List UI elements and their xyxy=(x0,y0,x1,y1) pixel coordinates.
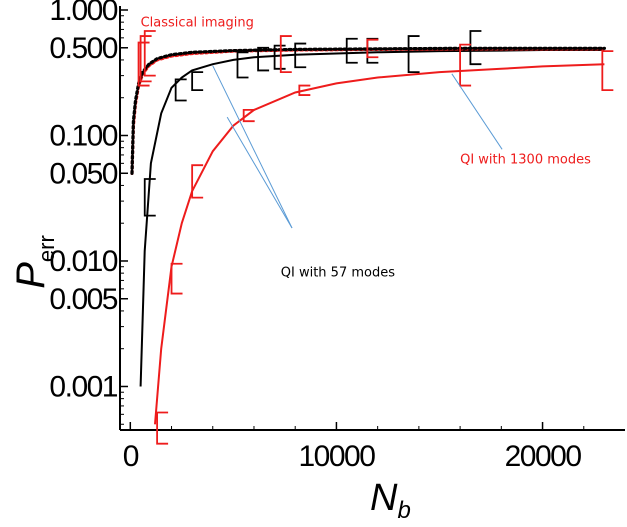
error-bar xyxy=(156,411,169,445)
error-bar xyxy=(242,108,255,123)
error-bar xyxy=(366,38,379,59)
annotation-label: QI with 1300 modes xyxy=(460,152,591,167)
tick-label-layer: 1.000 0.500 0.100 0.050 0.010 0.005 0.001 0 1000… xyxy=(49,0,582,473)
y-axis-title: Perr xyxy=(9,235,59,289)
error-bar xyxy=(236,51,249,79)
errorbar-layer xyxy=(137,30,614,445)
y-tick-label: 0.500 xyxy=(49,32,117,65)
error-bar xyxy=(191,164,204,199)
error-bar xyxy=(294,42,307,69)
y-tick-label: 0.100 xyxy=(49,119,117,152)
error-bar xyxy=(257,46,270,72)
y-tick-label: 0.050 xyxy=(49,157,117,190)
plot-frame xyxy=(119,6,625,431)
y-tick-label: 0.005 xyxy=(49,283,117,316)
error-bar xyxy=(170,262,183,295)
x-tick-label: 20000 xyxy=(505,440,582,473)
x-axis-title: Nb xyxy=(370,477,411,524)
annotation-pointer xyxy=(226,116,293,229)
error-bar xyxy=(139,35,152,83)
error-bar xyxy=(191,71,204,91)
y-tick-label: 0.010 xyxy=(49,245,117,278)
annotation-label: QI with 57 modes xyxy=(281,266,395,281)
series-layer xyxy=(130,46,606,425)
x-tick-label: 10000 xyxy=(298,440,375,473)
error-bar xyxy=(143,178,156,217)
error-bar xyxy=(345,37,358,64)
series-line-3 xyxy=(130,46,606,175)
error-bar xyxy=(407,35,420,74)
x-tick-label: 0 xyxy=(123,440,139,473)
error-bar xyxy=(143,30,156,77)
error-bar xyxy=(298,84,311,96)
error-bar xyxy=(469,30,482,66)
error-bar xyxy=(459,43,472,87)
series-line-1 xyxy=(154,63,605,425)
error-bar xyxy=(279,35,292,74)
annotation-pointer xyxy=(451,73,503,150)
error-bar xyxy=(174,78,187,102)
y-tick-label: 0.001 xyxy=(49,370,117,403)
error-bar xyxy=(601,50,614,91)
y-tick-label: 1.000 xyxy=(49,0,117,27)
series-line-0 xyxy=(139,49,605,387)
annotation-layer: Classical imaging QI with 1300 modes QI wi… xyxy=(141,15,591,280)
annotation-pointer xyxy=(212,65,293,229)
annotation-label: Classical imaging xyxy=(141,15,254,30)
